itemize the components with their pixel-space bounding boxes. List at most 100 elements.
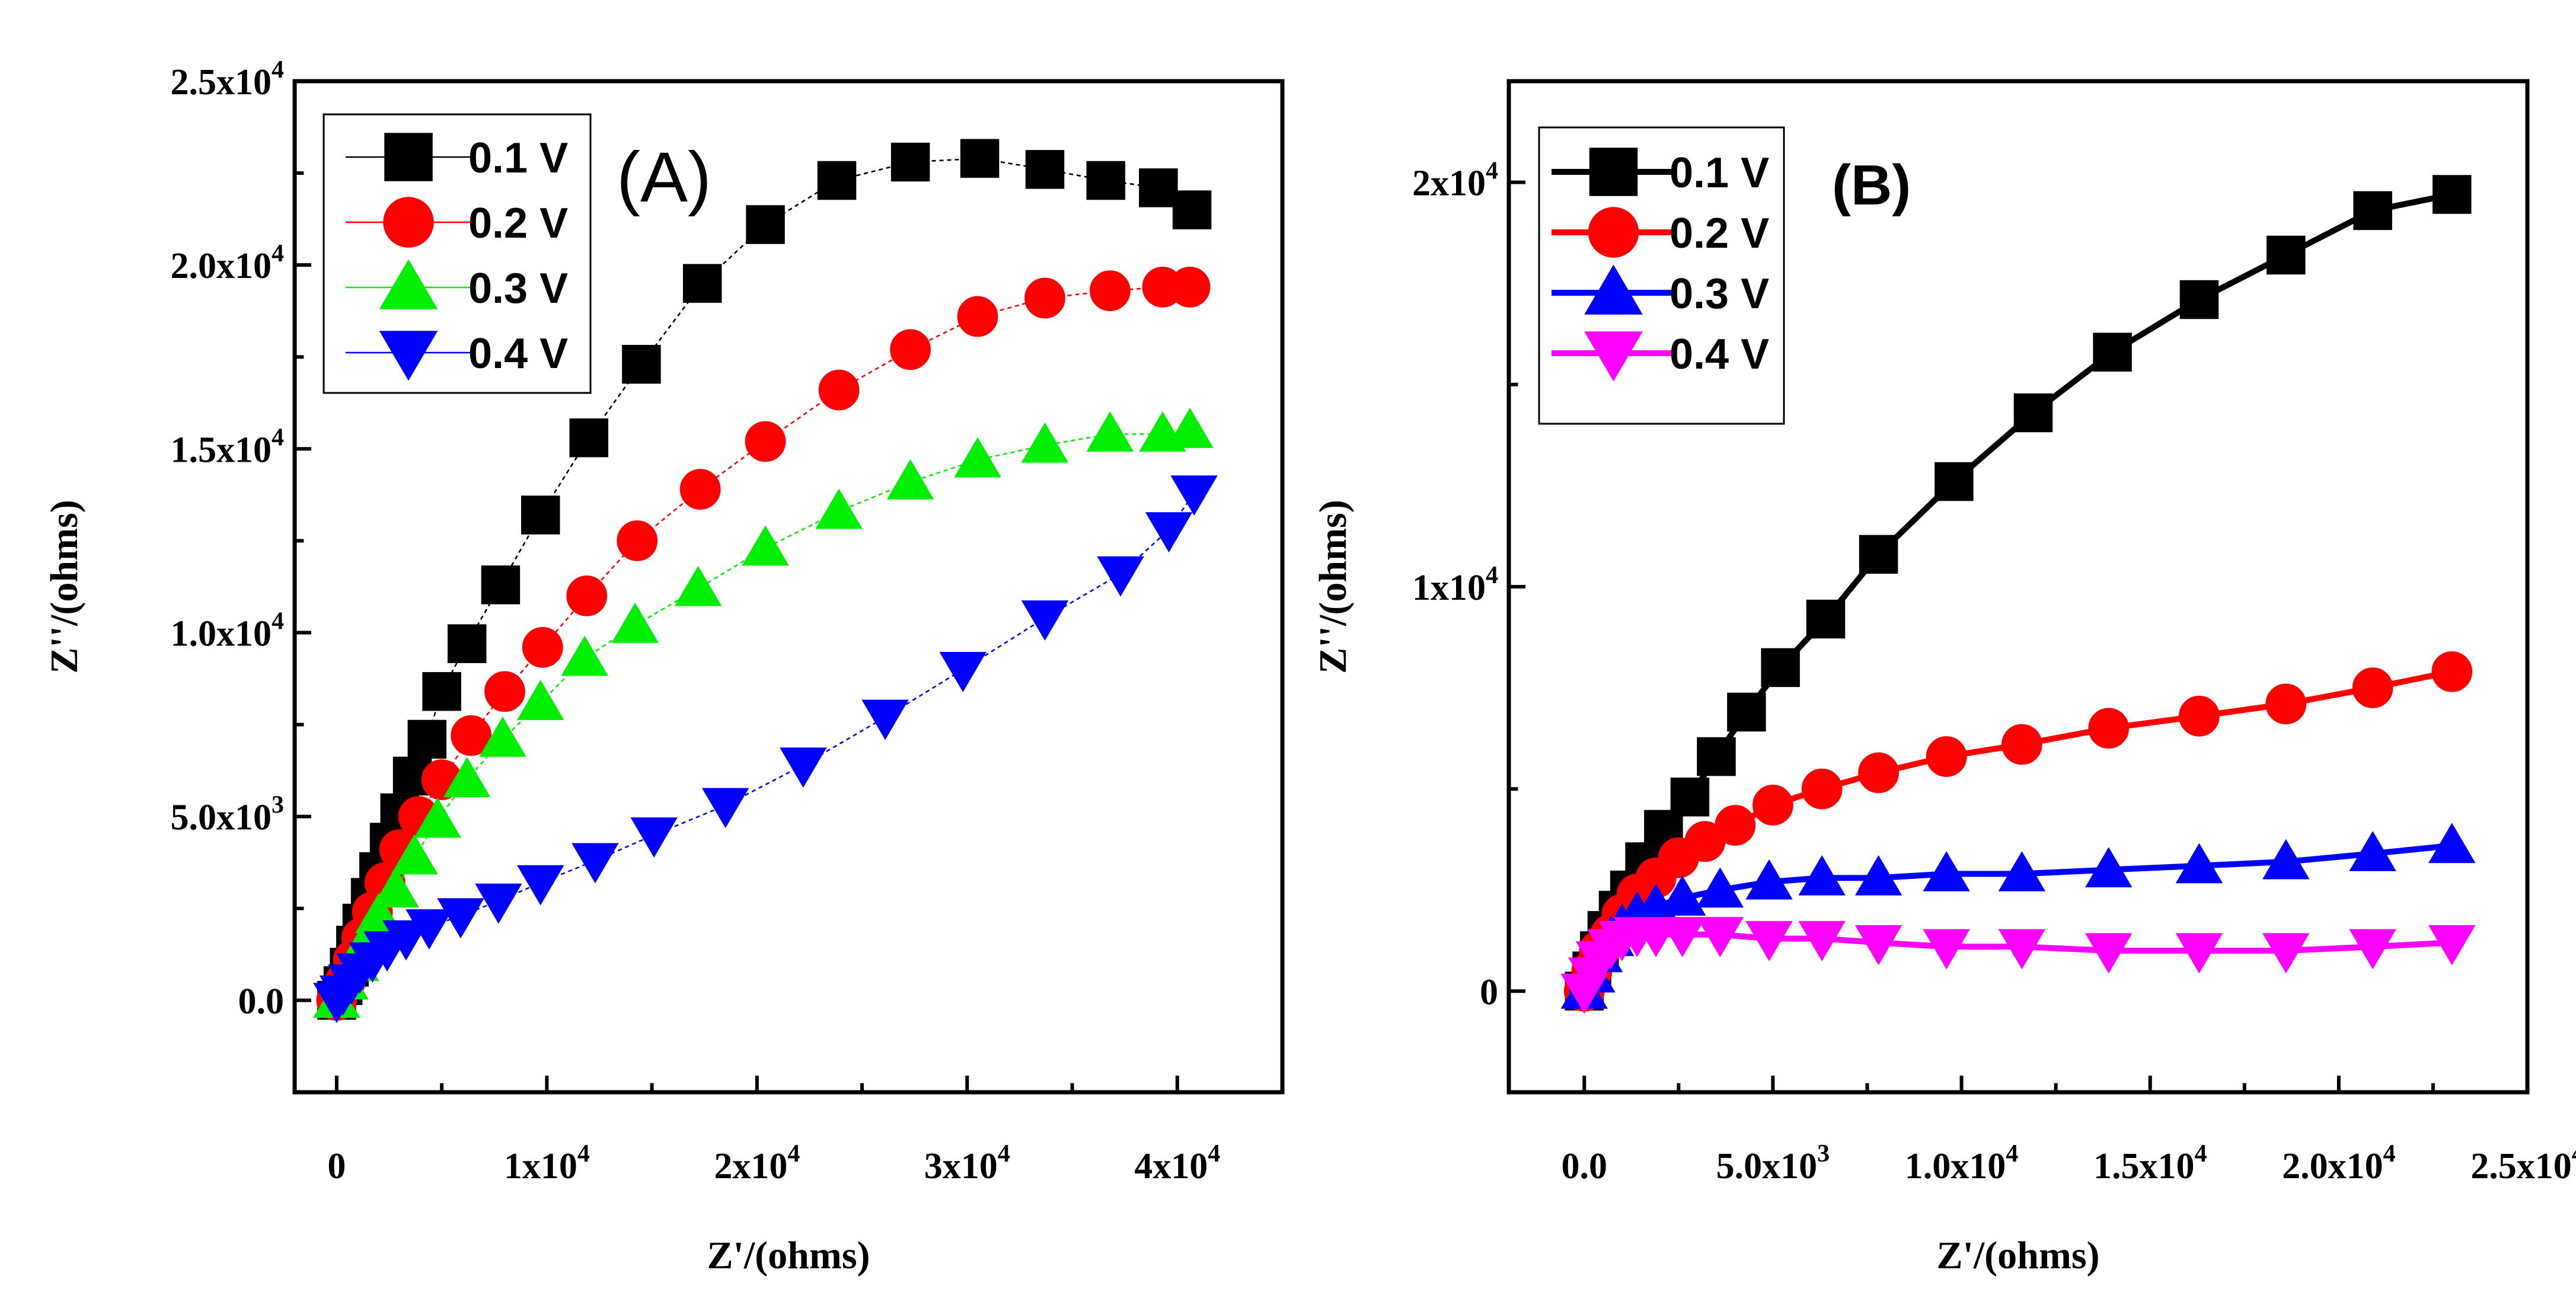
data-point [890,329,931,370]
data-point [682,264,722,303]
data-point [622,344,661,384]
data-point [2349,831,2396,871]
y-tick-exponent: 4 [272,56,284,84]
data-point [1998,851,2046,892]
data-point [679,469,721,510]
data-point [2353,191,2392,231]
y-tick-mantissa: 1.0x10 [171,614,272,654]
data-point [521,495,560,535]
data-point [1696,917,1744,958]
x-tick-exponent: 4 [2572,1140,2576,1168]
x-tick-exponent: 4 [2383,1140,2396,1168]
data-point [1798,855,1846,895]
data-point [443,757,491,798]
data-point [484,671,525,712]
y-tick-label: 1.0x104 [171,608,285,654]
plot-frame [292,79,1285,1095]
data-point [1024,277,1065,319]
data-point [954,437,1001,478]
data-point [1169,267,1211,308]
x-tick-mantissa: 1.5x10 [2093,1146,2195,1186]
panel-b-chart: 0.05.0x1031.0x1041.5x1042.0x1042.5x10401… [1311,79,2576,1277]
data-point [569,418,609,458]
data-point [2262,933,2310,974]
data-point [479,717,526,757]
y-axis-title: Z''/(ohms) [1311,500,1355,673]
data-point [1172,190,1212,229]
data-point [817,161,857,200]
x-tick-label: 5.0x103 [1716,1140,1830,1186]
legend-marker [379,331,438,381]
data-point [2085,847,2133,888]
legend-label: 0.3 V [468,265,568,312]
data-point [2179,280,2219,319]
data-point [372,867,419,908]
x-tick-mantissa: 5.0x10 [1716,1146,1818,1186]
legend-marker [1588,207,1639,258]
data-point [406,909,453,950]
y-tick-label: 1.5x104 [171,424,285,470]
data-point [1696,867,1744,908]
data-point [382,920,430,961]
y-axis-title: Z''/(ohms) [43,500,86,673]
x-tick-exponent: 4 [2194,1140,2207,1168]
y-tick-label: 0 [1480,972,1498,1012]
data-point [1745,921,1793,961]
data-point [1926,736,1967,777]
data-point [566,575,608,616]
data-point [2179,696,2220,737]
x-tick-mantissa: 0 [327,1146,346,1186]
y-tick-mantissa: 1x10 [1412,568,1486,608]
data-point [2265,683,2307,725]
data-point [939,652,987,692]
x-tick-mantissa: 2.5x10 [2470,1146,2572,1186]
data-point [890,142,930,182]
data-point [2175,843,2223,884]
legend-marker [1589,148,1638,196]
data-point [780,747,827,788]
data-point [745,421,786,462]
data-point [1715,805,1756,846]
data-point [861,699,909,740]
data-point [407,719,447,759]
y-tick-exponent: 3 [272,792,284,819]
legend-marker [383,197,434,248]
data-point [1670,778,1710,817]
panel-label: (A) [617,137,711,217]
x-tick-exponent: 3 [1817,1140,1830,1168]
x-tick-exponent: 4 [2006,1140,2018,1168]
data-point [1145,512,1193,553]
x-axis-title: Z'/(ohms) [1936,1234,2099,1277]
legend-marker [1584,331,1643,382]
x-tick-mantissa: 1.0x10 [1905,1146,2006,1186]
x-tick-exponent: 4 [787,1140,800,1168]
data-point [818,369,860,411]
legend-label: 0.1 V [468,135,568,182]
y-tick-mantissa: 2.5x10 [171,62,272,103]
data-point [1801,768,1843,810]
data-point [957,296,998,337]
legend-label: 0.4 V [1670,331,1769,378]
data-point [572,843,619,884]
data-point [2085,933,2133,974]
data-point [611,602,659,643]
data-point [1745,859,1793,900]
data-point [1166,408,1214,448]
x-tick-label: 2.5x104 [2470,1140,2576,1186]
series-3 [1560,917,2476,1014]
y-tick-mantissa: 5.0x10 [171,798,272,838]
x-tick-exponent: 4 [1208,1140,1220,1168]
x-tick-label: 1.5x104 [2093,1140,2207,1186]
panel-a-chart: 0 1x104 2x104 3x104 4x1040.05.0x1031.0x1041.… [43,56,1285,1277]
series-3 [313,475,1218,1023]
data-point [960,139,1000,178]
data-point [1021,422,1069,463]
data-point [2002,724,2042,765]
data-point [517,680,564,720]
data-point [447,624,487,663]
data-point [1139,168,1178,207]
x-tick-label: 2.0x104 [2282,1140,2395,1186]
legend-marker [1584,264,1643,315]
data-point [1935,462,1974,501]
